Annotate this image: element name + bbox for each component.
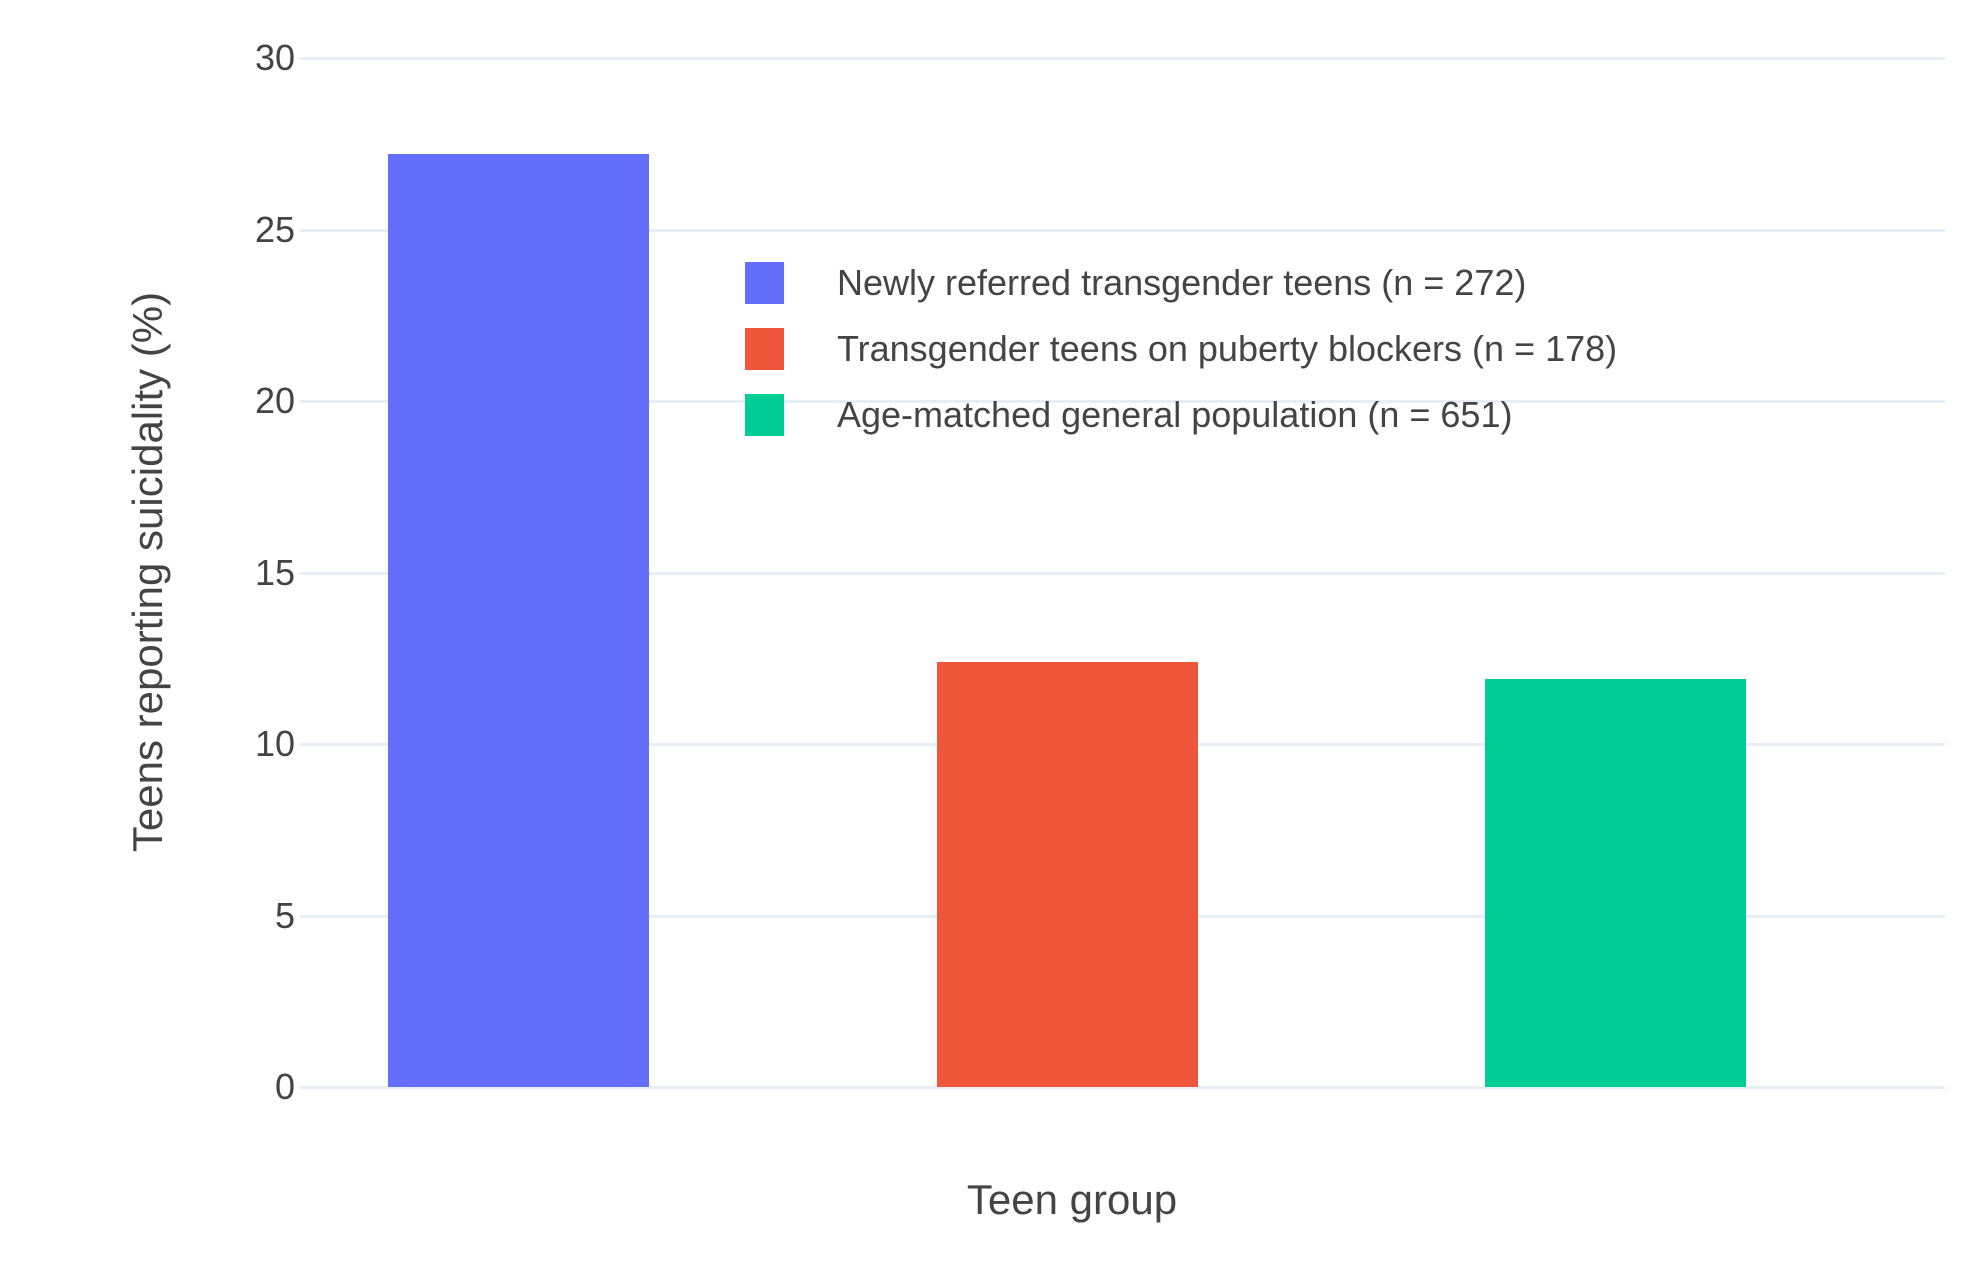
legend-item-2: Transgender teens on puberty blockers (n… xyxy=(745,328,1617,370)
legend-label: Age-matched general population (n = 651) xyxy=(837,394,1513,435)
bar-1 xyxy=(387,154,649,1087)
legend-item-3: Age-matched general population (n = 651) xyxy=(745,394,1617,436)
bar-3 xyxy=(1485,678,1747,1087)
legend-swatch-icon xyxy=(745,262,784,304)
gridline-y-0 xyxy=(300,1086,1945,1089)
y-tick-label-25: 25 xyxy=(254,208,295,250)
y-tick-label-0: 0 xyxy=(274,1066,295,1107)
gridline-y-25 xyxy=(300,228,1945,232)
gridline-y-20 xyxy=(300,400,1945,403)
y-tick-label-10: 10 xyxy=(254,723,295,764)
gridline-y-15 xyxy=(300,571,1945,575)
y-tick-label-5: 5 xyxy=(274,894,295,936)
legend-label: Transgender teens on puberty blockers (n… xyxy=(837,328,1618,369)
y-tick-label-30: 30 xyxy=(254,37,295,78)
legend-swatch-icon xyxy=(745,394,784,436)
legend: Newly referred transgender teens (n = 27… xyxy=(745,262,1617,460)
legend-label: Newly referred transgender teens (n = 27… xyxy=(837,262,1527,303)
bar-2 xyxy=(936,661,1198,1087)
y-tick-label-20: 20 xyxy=(254,380,295,421)
x-axis-title: Teen group xyxy=(966,1176,1178,1223)
gridline-y-30 xyxy=(300,57,1945,60)
legend-item-1: Newly referred transgender teens (n = 27… xyxy=(745,262,1617,304)
y-tick-label-15: 15 xyxy=(254,551,295,593)
y-axis-title: Teens reporting suicidality (%) xyxy=(124,291,171,853)
legend-swatch-icon xyxy=(745,328,784,370)
